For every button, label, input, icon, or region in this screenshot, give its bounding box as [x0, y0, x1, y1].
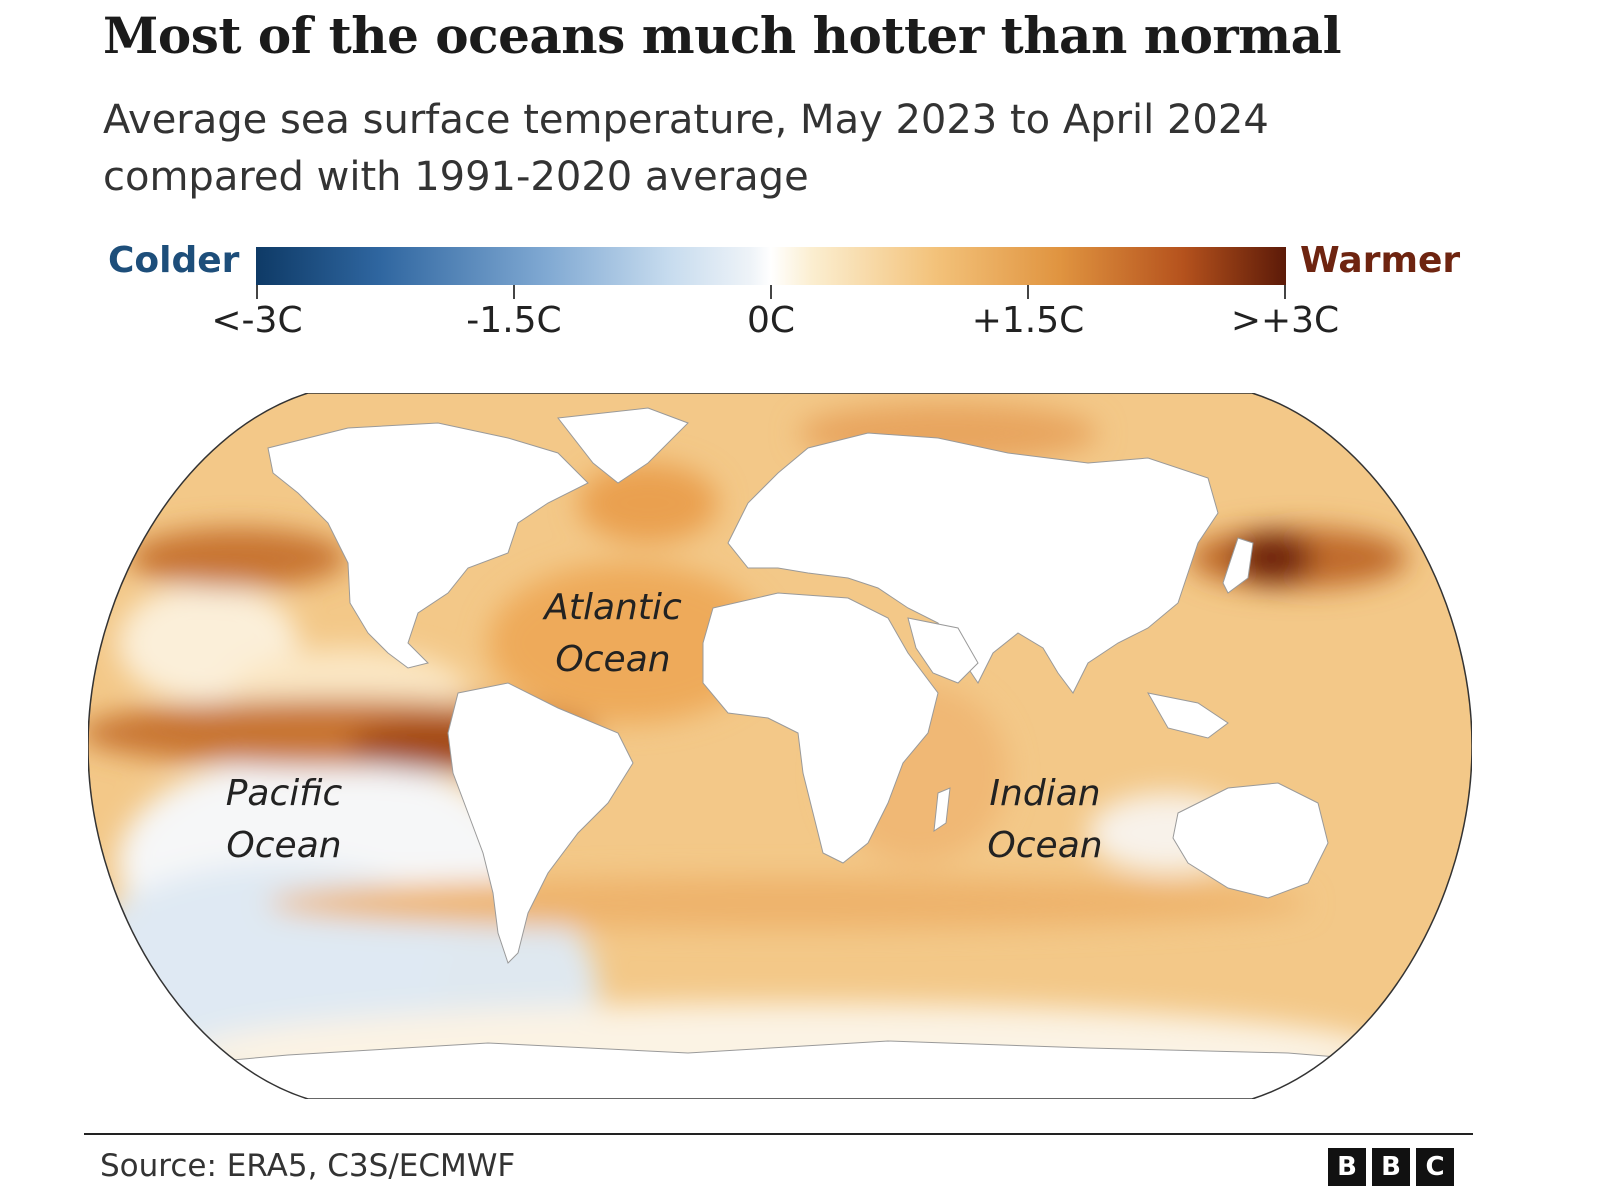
- bbc-logo-letter: C: [1416, 1148, 1454, 1186]
- footer-divider: [84, 1133, 1473, 1135]
- ocean-labels: Atlantic Ocean Pacific Ocean Indian Ocea…: [226, 587, 1103, 866]
- chart-title: Most of the oceans much hotter than norm…: [103, 6, 1342, 65]
- subtitle-line-1: Average sea surface temperature, May 202…: [103, 97, 1269, 143]
- world-map-svg: Atlantic Ocean Pacific Ocean Indian Ocea…: [87, 392, 1473, 1100]
- landmasses: [88, 407, 1472, 1099]
- madagascar: [933, 787, 951, 833]
- bbc-logo: B B C: [1328, 1148, 1454, 1186]
- australia: [1172, 782, 1329, 899]
- legend-tick-label-neg: -1.5C: [466, 300, 562, 341]
- legend-colder-label: Colder: [108, 240, 240, 281]
- pacific-label-line-2: Ocean: [226, 825, 341, 866]
- legend-tick-1: [256, 285, 258, 299]
- arabia: [907, 617, 979, 684]
- subtitle-line-2: compared with 1991-2020 average: [103, 154, 809, 200]
- indian-label-line-2: Ocean: [987, 825, 1102, 866]
- legend-tick-2: [513, 285, 515, 299]
- africa: [702, 592, 939, 864]
- japan: [1222, 537, 1254, 594]
- legend-tick-3: [770, 285, 772, 299]
- south-america: [447, 682, 634, 964]
- legend-tick-5: [1284, 285, 1286, 299]
- atlantic-label-line-1: Atlantic: [542, 587, 682, 628]
- bbc-logo-letter: B: [1328, 1148, 1366, 1186]
- bbc-logo-letter: B: [1372, 1148, 1410, 1186]
- southeast-asia-islands: [1147, 692, 1229, 739]
- chart-subtitle: Average sea surface temperature, May 202…: [103, 92, 1423, 206]
- legend-tick-label-zero: 0C: [746, 300, 796, 341]
- antarctica: [88, 1040, 1472, 1099]
- legend-tick-label-min: <-3C: [211, 300, 303, 341]
- greenland: [557, 407, 689, 484]
- legend-warmer-label: Warmer: [1300, 240, 1461, 281]
- legend-tick-label-pos: +1.5C: [971, 300, 1085, 341]
- source-credit: Source: ERA5, C3S/ECMWF: [100, 1148, 516, 1184]
- indian-label-line-1: Indian: [989, 773, 1100, 814]
- legend-color-scale: [256, 247, 1286, 285]
- pacific-label-line-1: Pacific: [226, 773, 343, 814]
- legend-tick-4: [1027, 285, 1029, 299]
- world-map: Atlantic Ocean Pacific Ocean Indian Ocea…: [87, 392, 1473, 1103]
- ocean-anomaly-field: [88, 403, 1408, 1099]
- legend-tick-label-max: >+3C: [1230, 300, 1340, 341]
- atlantic-label-line-2: Ocean: [555, 639, 670, 680]
- north-america: [267, 422, 589, 669]
- eurasia: [727, 432, 1219, 694]
